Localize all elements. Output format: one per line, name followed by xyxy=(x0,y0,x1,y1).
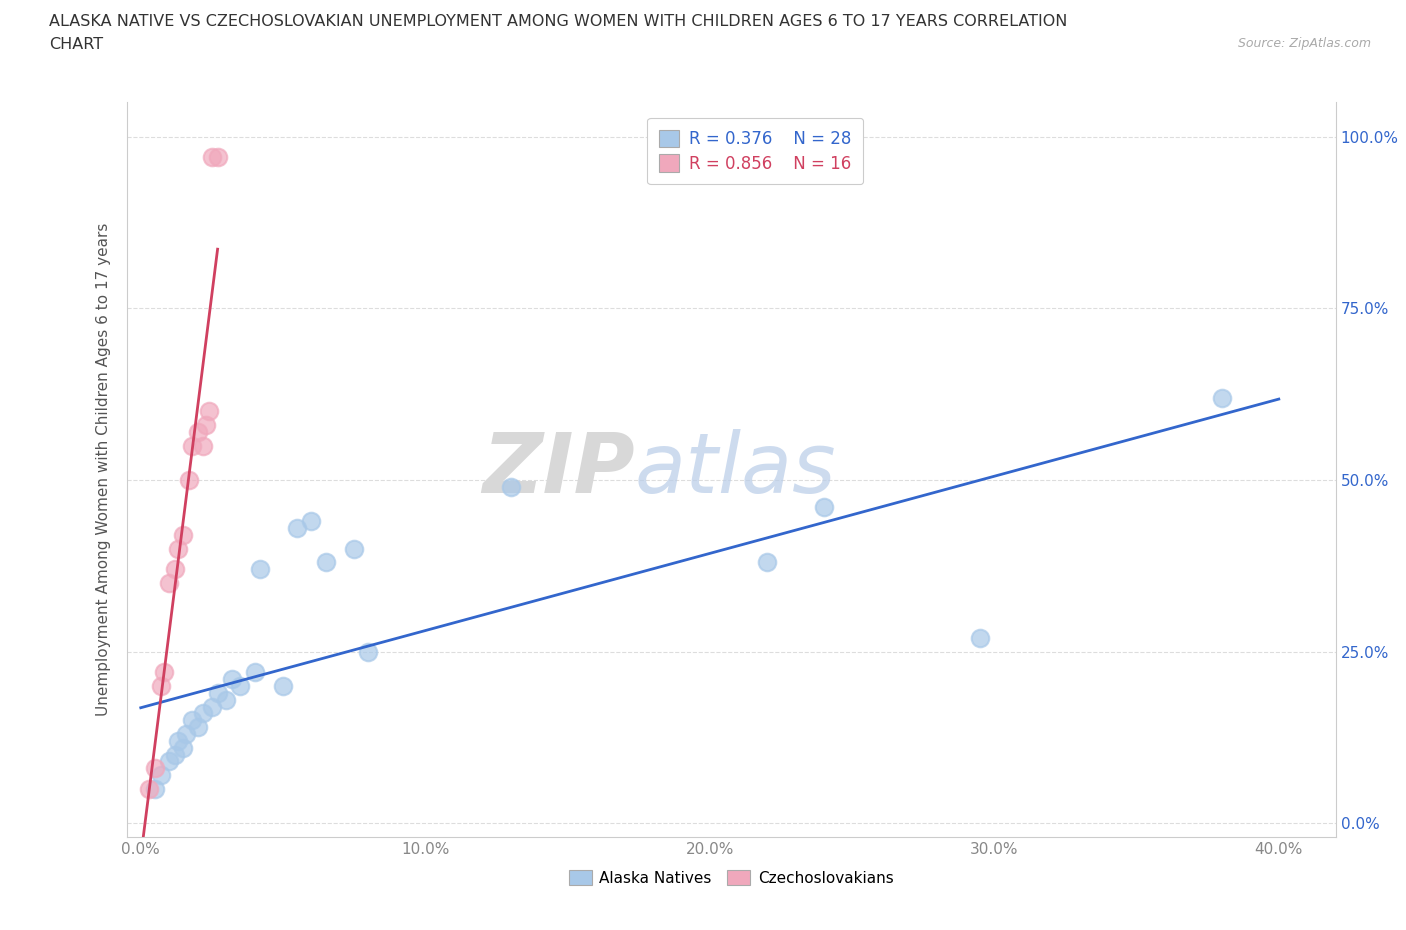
Point xyxy=(195,418,218,432)
Point xyxy=(187,424,209,439)
Point xyxy=(172,740,194,755)
Point xyxy=(193,706,215,721)
Text: ALASKA NATIVE VS CZECHOSLOVAKIAN UNEMPLOYMENT AMONG WOMEN WITH CHILDREN AGES 6 T: ALASKA NATIVE VS CZECHOSLOVAKIAN UNEMPLO… xyxy=(49,14,1067,29)
Point xyxy=(143,761,166,776)
Point xyxy=(187,720,209,735)
Point xyxy=(179,472,201,487)
Point xyxy=(174,726,197,741)
Point xyxy=(138,781,160,796)
Point xyxy=(149,679,172,694)
Point xyxy=(755,555,778,570)
Point xyxy=(207,685,229,700)
Point xyxy=(243,665,266,680)
Point xyxy=(1211,390,1233,405)
Point xyxy=(172,527,194,542)
Point xyxy=(163,562,186,577)
Point xyxy=(221,671,243,686)
Point xyxy=(201,699,224,714)
Point xyxy=(343,541,366,556)
Point xyxy=(166,541,188,556)
Point xyxy=(215,692,238,707)
Text: ZIP: ZIP xyxy=(482,429,634,511)
Point xyxy=(157,576,180,591)
Point xyxy=(166,734,188,749)
Point xyxy=(357,644,380,659)
Point xyxy=(229,679,252,694)
Point xyxy=(201,150,224,165)
Text: atlas: atlas xyxy=(634,429,837,511)
Legend: Alaska Natives, Czechoslovakians: Alaska Natives, Czechoslovakians xyxy=(562,864,900,892)
Point xyxy=(181,712,204,727)
Point xyxy=(499,479,522,494)
Point xyxy=(285,521,308,536)
Point xyxy=(193,438,215,453)
Point xyxy=(181,438,204,453)
Point xyxy=(249,562,271,577)
Point xyxy=(157,754,180,769)
Point xyxy=(198,404,221,418)
Point xyxy=(315,555,337,570)
Point xyxy=(969,631,991,645)
Point xyxy=(301,513,323,528)
Text: CHART: CHART xyxy=(49,37,103,52)
Point xyxy=(143,781,166,796)
Point xyxy=(149,768,172,783)
Text: Source: ZipAtlas.com: Source: ZipAtlas.com xyxy=(1237,37,1371,50)
Point xyxy=(271,679,294,694)
Point xyxy=(813,500,835,515)
Point xyxy=(163,747,186,762)
Y-axis label: Unemployment Among Women with Children Ages 6 to 17 years: Unemployment Among Women with Children A… xyxy=(96,223,111,716)
Point xyxy=(152,665,174,680)
Point xyxy=(207,150,229,165)
